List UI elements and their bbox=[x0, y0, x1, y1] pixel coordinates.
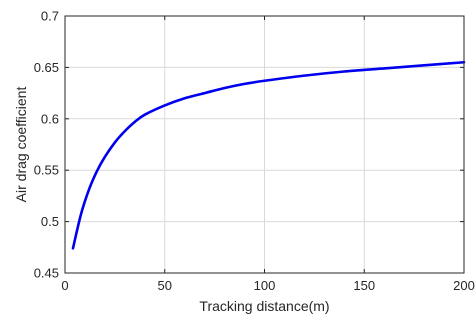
y-tick-label: 0.45 bbox=[34, 266, 59, 281]
x-tick-label: 150 bbox=[353, 278, 375, 293]
x-axis-label: Tracking distance(m) bbox=[199, 298, 329, 314]
y-axis-label: Air drag coefficient bbox=[13, 87, 29, 203]
y-tick-label: 0.65 bbox=[34, 60, 59, 75]
x-tick-label: 100 bbox=[254, 278, 276, 293]
y-tick-label: 0.6 bbox=[41, 111, 59, 126]
y-tick-label: 0.5 bbox=[41, 214, 59, 229]
axis-ticks: 0 50 100 150 200 0.45 0.5 0.55 0.6 0.65 0.7 bbox=[34, 9, 475, 294]
x-tick-label: 200 bbox=[453, 278, 475, 293]
x-tick-label: 50 bbox=[158, 278, 172, 293]
x-tick-label: 0 bbox=[61, 278, 68, 293]
y-tick-label: 0.7 bbox=[41, 9, 59, 24]
y-tick-label: 0.55 bbox=[34, 163, 59, 178]
series-line bbox=[71, 60, 466, 250]
